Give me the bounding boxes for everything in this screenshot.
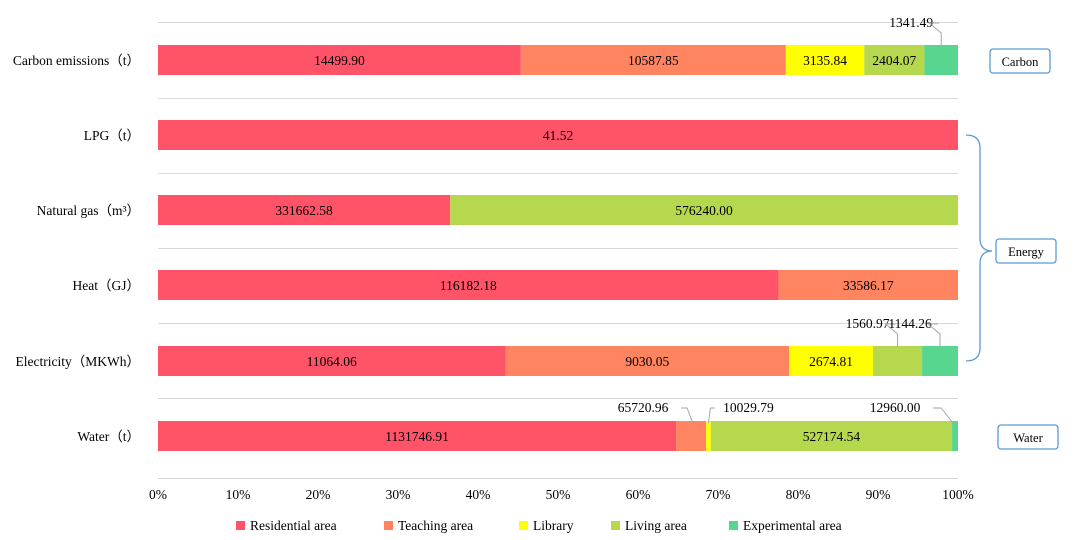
data-label: 331662.58 xyxy=(275,203,333,218)
data-label: 527174.54 xyxy=(803,429,861,444)
data-label: 3135.84 xyxy=(803,53,847,68)
bar-segment xyxy=(922,346,958,376)
x-tick-label: 30% xyxy=(386,487,411,502)
bar-segment xyxy=(158,421,677,451)
data-label: 2674.81 xyxy=(809,354,853,369)
data-label: 576240.00 xyxy=(675,203,733,218)
legend-swatch xyxy=(519,521,528,530)
label-leader-line xyxy=(933,407,954,424)
bar-segment xyxy=(450,195,958,225)
data-label: 1131746.91 xyxy=(385,429,449,444)
category-label: Heat（GJ） xyxy=(73,278,141,293)
bar-segment xyxy=(785,45,865,75)
category-label: Carbon emissions（t） xyxy=(13,53,140,68)
legend-label: Living area xyxy=(625,518,687,533)
bar-segment xyxy=(864,45,925,75)
x-tick-label: 100% xyxy=(942,487,974,502)
data-label: 65720.96 xyxy=(618,400,669,415)
label-leader-line xyxy=(927,22,942,46)
legend-label: Library xyxy=(533,518,574,533)
label-leader-line xyxy=(707,407,715,424)
label-leader-line xyxy=(681,407,694,425)
bar-segment xyxy=(158,346,506,376)
x-tick-label: 50% xyxy=(546,487,571,502)
category-label: Electricity（MKWh） xyxy=(16,354,140,369)
energy-bracket xyxy=(965,134,993,362)
legend-swatch xyxy=(236,521,245,530)
group-label: Energy xyxy=(1008,245,1045,259)
x-tick-label: 20% xyxy=(306,487,331,502)
x-tick-label: 10% xyxy=(226,487,251,502)
group-label: Carbon xyxy=(1002,55,1040,69)
data-label: 116182.18 xyxy=(440,278,497,293)
label-leader-line xyxy=(926,323,941,347)
bar-segment xyxy=(158,195,451,225)
category-label: Water（t） xyxy=(77,429,140,444)
bar-segment xyxy=(952,421,958,451)
data-label: 33586.17 xyxy=(843,278,894,293)
group-box-water xyxy=(997,424,1059,450)
x-tick-label: 60% xyxy=(626,487,651,502)
x-tick-label: 0% xyxy=(149,487,167,502)
legend-label: Teaching area xyxy=(398,518,473,533)
x-tick-label: 80% xyxy=(786,487,811,502)
bar-segment xyxy=(520,45,786,75)
bar-segment xyxy=(706,421,711,451)
data-label: 11064.06 xyxy=(307,354,357,369)
bar-segment xyxy=(158,120,958,150)
bar-segment xyxy=(924,45,958,75)
data-label: 14499.90 xyxy=(314,53,365,68)
category-label: Natural gas（m³） xyxy=(37,203,140,218)
data-label: 1560.97 xyxy=(846,316,890,331)
category-label: LPG（t） xyxy=(84,128,140,143)
data-label: 10587.85 xyxy=(628,53,679,68)
bar-segment xyxy=(778,270,958,300)
bar-segment xyxy=(873,346,923,376)
group-label: Water xyxy=(1013,431,1043,445)
label-leader-line xyxy=(884,323,899,347)
data-label: 10029.79 xyxy=(723,400,774,415)
x-tick-label: 90% xyxy=(866,487,891,502)
legend-label: Experimental area xyxy=(743,518,842,533)
bar-segment xyxy=(710,421,953,451)
data-label: 9030.05 xyxy=(625,354,669,369)
data-label: 2404.07 xyxy=(872,53,916,68)
bar-segment xyxy=(505,346,790,376)
x-tick-label: 70% xyxy=(706,487,731,502)
x-tick-label: 40% xyxy=(466,487,491,502)
legend-swatch xyxy=(384,521,393,530)
bar-segment xyxy=(158,270,779,300)
data-label: 41.52 xyxy=(543,128,573,143)
data-label: 1144.26 xyxy=(888,316,932,331)
legend-swatch xyxy=(729,521,738,530)
legend-label: Residential area xyxy=(250,518,337,533)
data-label: 1341.49 xyxy=(889,15,933,30)
group-box-carbon xyxy=(989,48,1051,74)
bar-segment xyxy=(676,421,707,451)
data-label: 12960.00 xyxy=(870,400,921,415)
bar-segment xyxy=(158,45,521,75)
group-box-energy xyxy=(995,238,1057,264)
legend-swatch xyxy=(611,521,620,530)
bar-segment xyxy=(789,346,874,376)
